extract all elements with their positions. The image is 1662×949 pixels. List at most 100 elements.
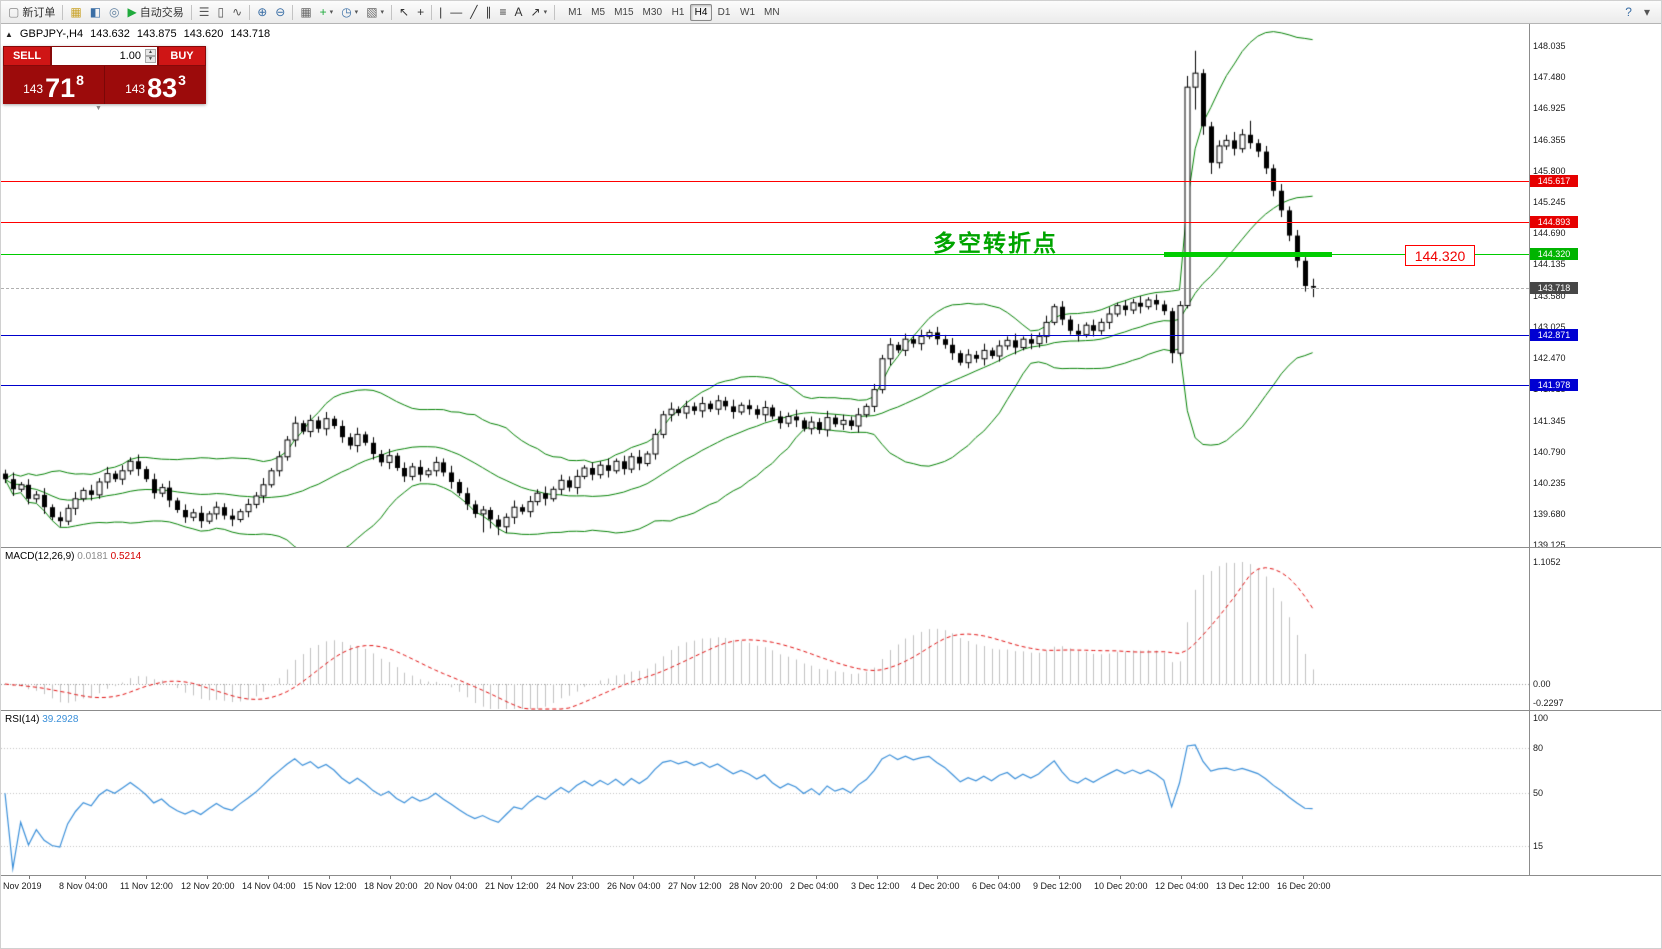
timeframe-m5[interactable]: M5 <box>591 6 606 18</box>
ask-price[interactable]: 143 83 3 <box>104 66 206 104</box>
bid-pips: 71 <box>45 73 76 103</box>
new-order-icon: ▢ <box>8 5 20 19</box>
crosshair-icon: + <box>417 5 425 19</box>
time-label: 20 Nov 04:00 <box>424 881 478 891</box>
period-icon[interactable]: ◷ ▾ <box>337 3 362 22</box>
time-tick-icon <box>268 875 269 879</box>
support-line-2[interactable] <box>1 385 1529 386</box>
rsi-panel-separator[interactable] <box>1 710 1661 711</box>
autotrading-icon: ▶ <box>127 5 137 19</box>
price-axis-label: 146.925 <box>1533 103 1566 114</box>
tile-windows-icon[interactable]: ▦ <box>296 3 315 22</box>
trendline-icon[interactable]: ╱ <box>466 3 481 22</box>
layout-icon[interactable]: ▾ <box>1640 3 1654 22</box>
timeframe-h4[interactable]: H4 <box>690 3 712 21</box>
time-label: 3 Dec 12:00 <box>851 881 900 891</box>
support-line-1[interactable] <box>1 335 1529 336</box>
turning-point-line-zone[interactable] <box>1164 252 1332 257</box>
time-tick-icon <box>1120 875 1121 879</box>
time-tick-icon <box>29 875 30 879</box>
macd-signal-value: 0.5214 <box>110 551 142 562</box>
resistance-line-1[interactable] <box>1 181 1529 182</box>
time-label: 26 Nov 04:00 <box>607 881 661 891</box>
dropdown-arrow-icon: ▾ <box>543 9 548 16</box>
market-watch-icon[interactable]: ▦ <box>66 3 85 22</box>
support-line-1-badge: 142.871 <box>1530 329 1578 341</box>
zoom-in-icon[interactable]: ⊕ <box>253 3 271 22</box>
rsi-canvas[interactable] <box>1 710 1529 875</box>
time-axis-separator <box>1 875 1661 876</box>
sell-button[interactable]: SELL <box>3 46 51 66</box>
time-tick-icon <box>1242 875 1243 879</box>
navigator-icon[interactable]: ◎ <box>105 3 123 22</box>
crosshair-icon[interactable]: + <box>413 3 428 22</box>
timeframe-mn[interactable]: MN <box>764 6 780 18</box>
fibonacci-icon[interactable]: ≡ <box>495 3 510 22</box>
time-label: 8 Nov 04:00 <box>59 881 108 891</box>
chart-ohlc-header: ▲ GBPJPY-,H4 143.632 143.875 143.620 143… <box>5 28 270 40</box>
line-chart-icon[interactable]: ∿ <box>228 3 246 22</box>
line-chart-icon: ∿ <box>232 5 243 19</box>
one-click-toggle-icon[interactable]: ▲ <box>5 29 13 39</box>
zoom-out-icon[interactable]: ⊖ <box>271 3 289 22</box>
new-chart-icon[interactable]: + ▾ <box>316 3 338 22</box>
spinner-down-icon[interactable]: ▼ <box>145 56 156 63</box>
layout-icon: ▾ <box>1643 5 1650 19</box>
price-axis-label: 143.025 <box>1533 321 1566 332</box>
timeframe-m30[interactable]: M30 <box>642 6 662 18</box>
time-tick-icon <box>390 875 391 879</box>
horizontal-line-icon[interactable]: — <box>446 3 466 22</box>
price-callout-label[interactable]: 144.320 <box>1405 245 1475 266</box>
help-icon[interactable]: ? <box>1621 3 1636 22</box>
turning-point-annotation[interactable]: 多空转折点 <box>933 230 1058 256</box>
spinner-up-icon[interactable]: ▲ <box>145 49 156 56</box>
cursor-icon[interactable]: ↖ <box>395 3 413 22</box>
rsi-name: RSI(14) <box>5 714 40 725</box>
bar-chart-icon[interactable]: ☰ <box>195 3 214 22</box>
rsi-value: 39.2928 <box>42 714 79 725</box>
new-chart-icon: + <box>319 5 327 19</box>
dropdown-arrow-icon: ▾ <box>354 9 359 16</box>
timeframe-w1[interactable]: W1 <box>740 6 755 18</box>
arrows-icon[interactable]: ↗ ▾ <box>527 3 552 22</box>
resistance-line-2[interactable] <box>1 222 1529 223</box>
data-window-icon[interactable]: ◧ <box>86 3 105 22</box>
toolbar-separator <box>431 4 433 20</box>
new-order-button-label: 新订单 <box>22 7 56 19</box>
vertical-line-icon[interactable]: | <box>435 3 446 22</box>
new-order-button[interactable]: ▢ 新订单 <box>4 3 59 22</box>
time-label: 15 Nov 12:00 <box>303 881 357 891</box>
bid-figure: 143 <box>23 82 44 96</box>
volume-field[interactable]: 1.00 ▲ ▼ <box>51 46 158 66</box>
timeframe-m15[interactable]: M15 <box>614 6 634 18</box>
macd-axis-label: -0.2297 <box>1533 698 1564 708</box>
data-window-icon: ◧ <box>89 5 102 19</box>
time-label: 11 Nov 12:00 <box>120 881 173 891</box>
autotrading-button[interactable]: ▶ 自动交易 <box>124 3 188 22</box>
template-icon[interactable]: ▧ ▾ <box>362 3 388 22</box>
support-line-2-badge: 141.978 <box>1530 379 1578 391</box>
current-price-line[interactable] <box>1 288 1529 289</box>
one-click-collapse-icon[interactable]: ▼ <box>95 105 102 112</box>
timeframe-m1[interactable]: M1 <box>568 6 583 18</box>
timeframe-d1[interactable]: D1 <box>717 6 731 18</box>
text-icon[interactable]: A <box>511 3 527 22</box>
volume-value[interactable]: 1.00 <box>119 50 142 62</box>
macd-canvas[interactable] <box>1 547 1529 710</box>
time-label: 28 Nov 20:00 <box>729 881 783 891</box>
turning-point-line[interactable] <box>1 254 1529 255</box>
bid-price[interactable]: 143 71 8 <box>3 66 104 104</box>
time-label: 13 Dec 12:00 <box>1216 881 1270 891</box>
channel-icon[interactable]: ∥ <box>481 3 495 22</box>
candlestick-chart-icon[interactable]: ▯ <box>214 3 229 22</box>
time-tick-icon <box>450 875 451 879</box>
macd-panel-separator[interactable] <box>1 547 1661 548</box>
time-label: 27 Nov 12:00 <box>668 881 722 891</box>
ohlc-close: 143.718 <box>230 28 271 40</box>
price-chart-canvas[interactable] <box>1 24 1529 547</box>
buy-button[interactable]: BUY <box>158 46 206 66</box>
time-tick-icon <box>633 875 634 879</box>
toolbar-separator <box>554 4 556 20</box>
timeframe-h1[interactable]: H1 <box>671 6 685 18</box>
